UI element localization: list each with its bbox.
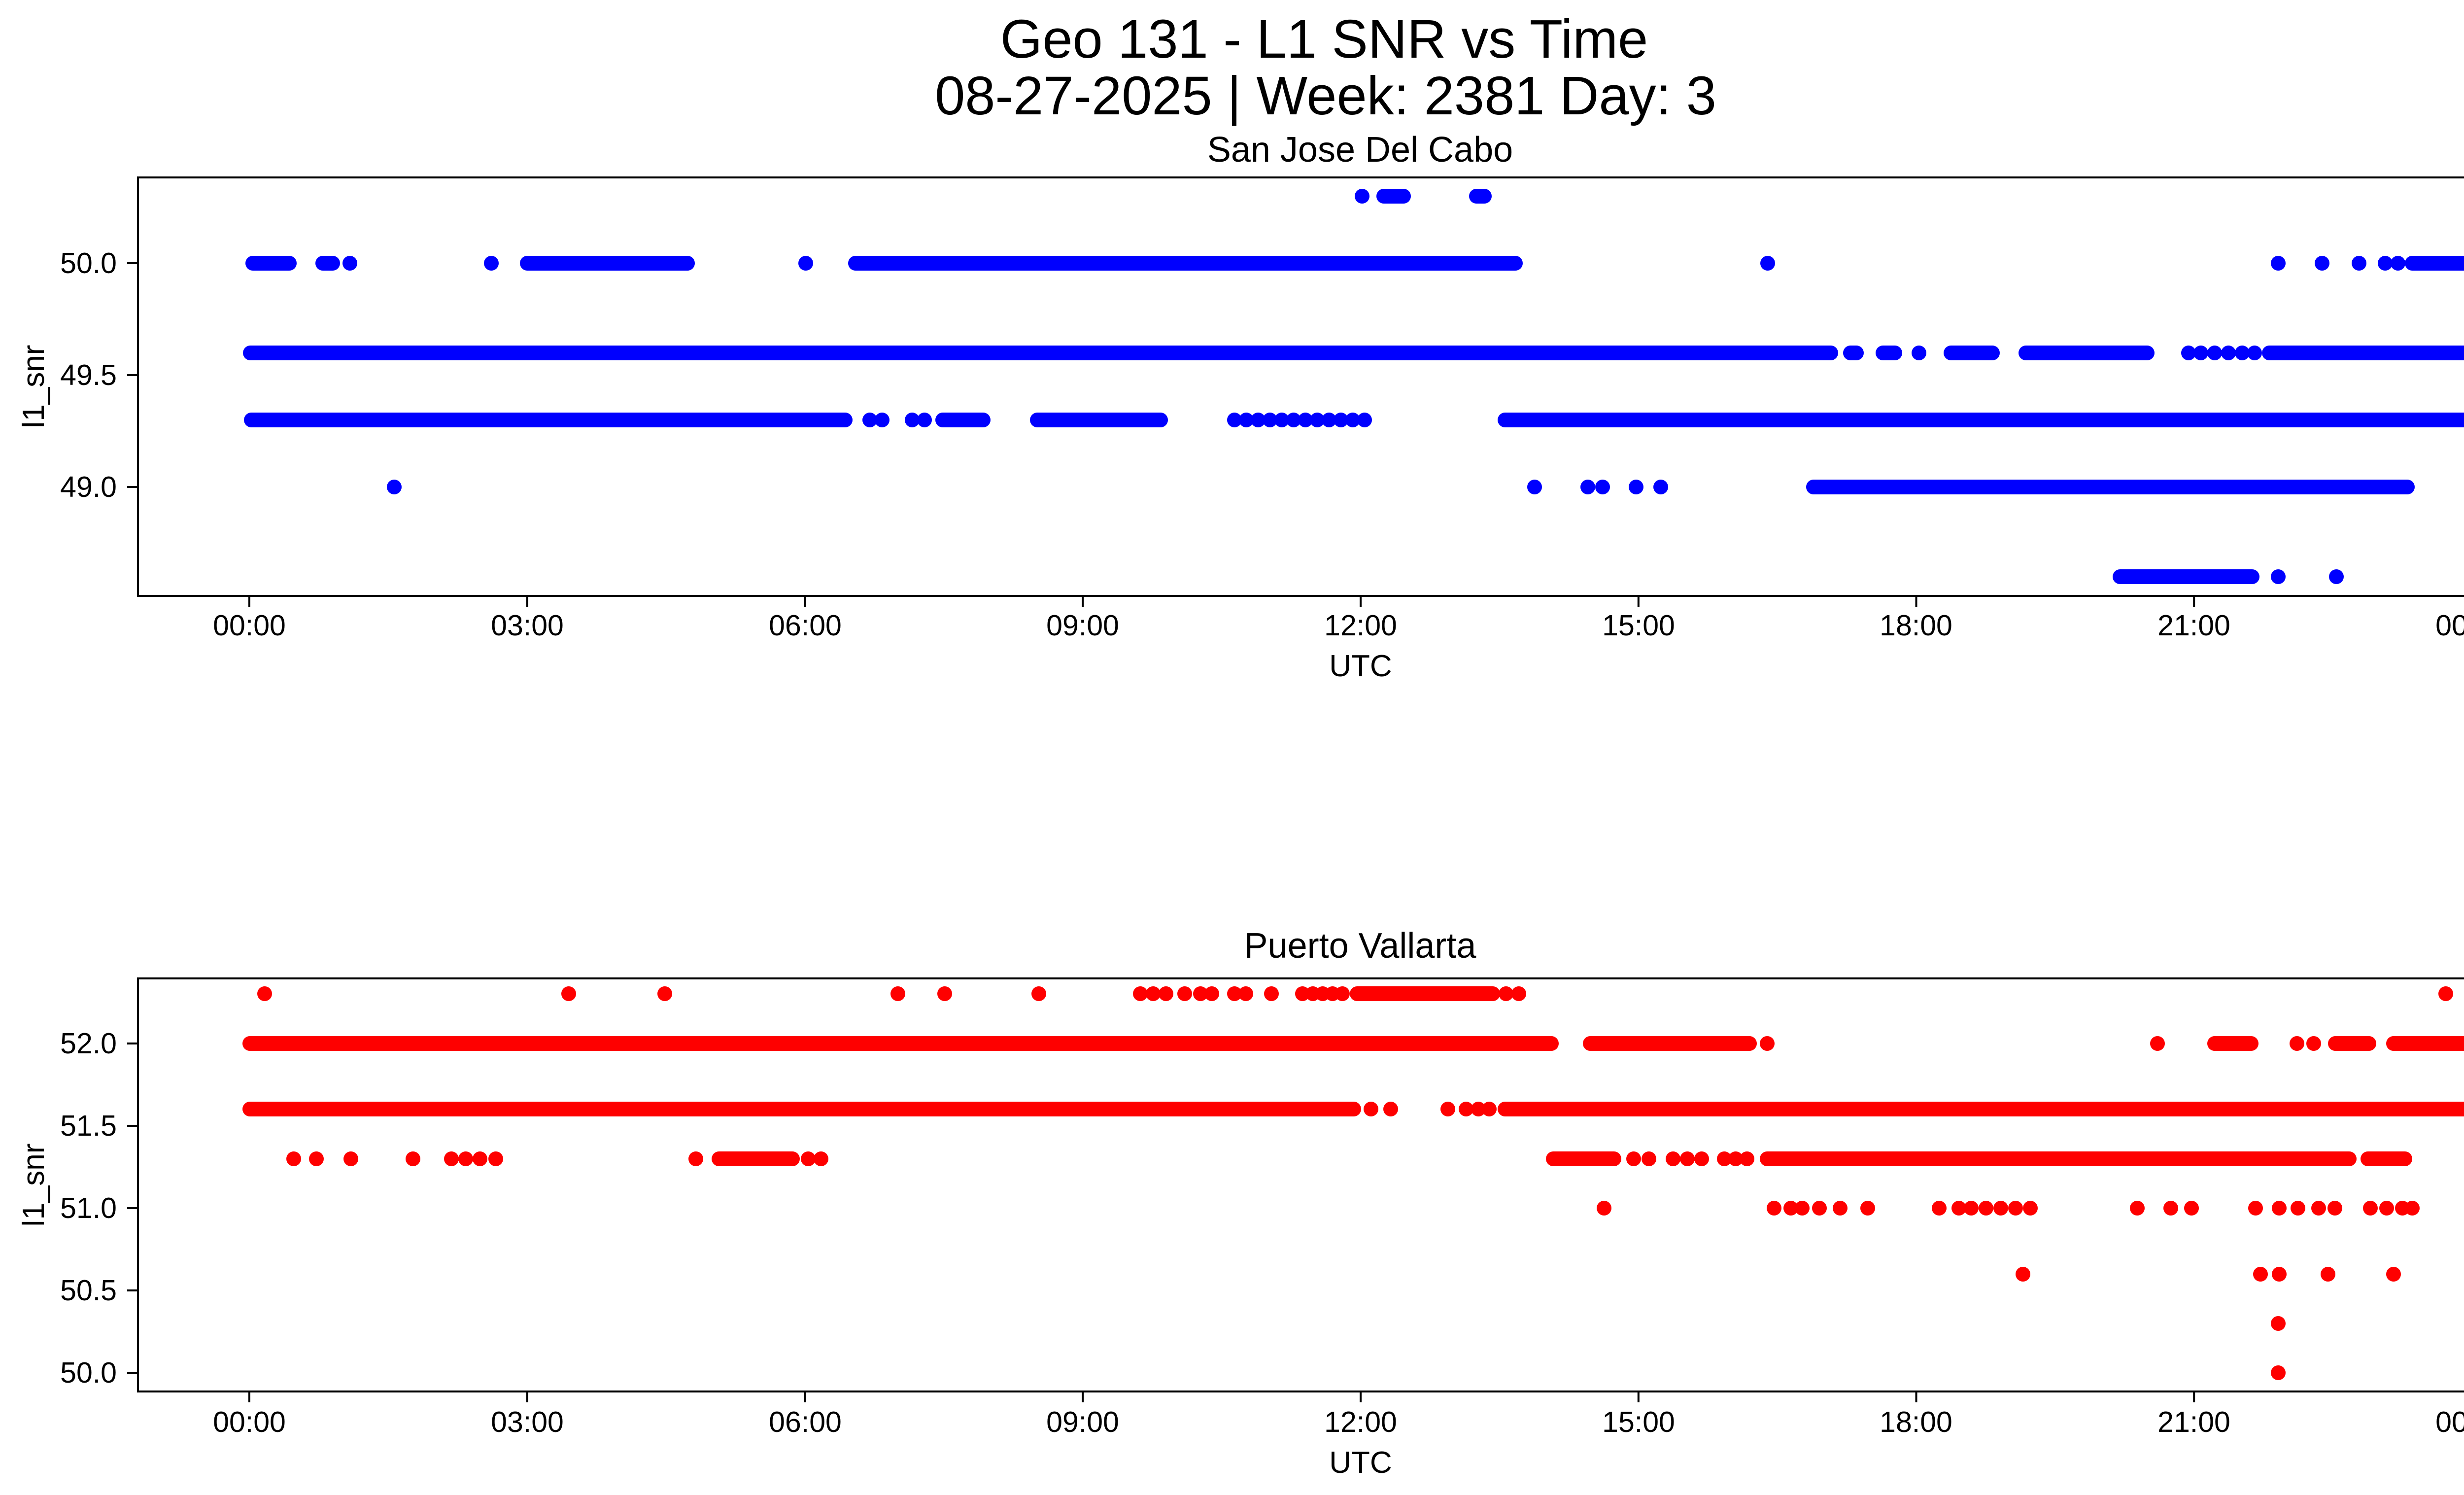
- svg-text:06:00: 06:00: [769, 609, 842, 642]
- svg-text:12:00: 12:00: [1324, 609, 1397, 642]
- svg-text:51.5: 51.5: [60, 1110, 117, 1142]
- svg-text:15:00: 15:00: [1602, 1406, 1675, 1438]
- svg-text:21:00: 21:00: [2157, 1406, 2230, 1438]
- svg-text:06:00: 06:00: [769, 1406, 842, 1438]
- svg-text:18:00: 18:00: [1880, 609, 1952, 642]
- svg-text:UTC: UTC: [1329, 1446, 1392, 1480]
- svg-text:09:00: 09:00: [1046, 1406, 1119, 1438]
- svg-text:51.0: 51.0: [60, 1192, 117, 1224]
- svg-text:San Jose Del Cabo: San Jose Del Cabo: [1207, 130, 1513, 170]
- svg-text:Geo 131 - L1 SNR vs Time: Geo 131 - L1 SNR vs Time: [1000, 9, 1648, 70]
- svg-text:Puerto Vallarta: Puerto Vallarta: [1244, 926, 1477, 966]
- svg-text:03:00: 03:00: [491, 609, 564, 642]
- svg-text:49.0: 49.0: [60, 471, 117, 503]
- svg-text:09:00: 09:00: [1046, 609, 1119, 642]
- svg-text:00:00: 00:00: [2435, 609, 2464, 642]
- svg-text:52.0: 52.0: [60, 1027, 117, 1060]
- svg-text:l1_snr: l1_snr: [17, 1144, 51, 1227]
- svg-text:00:00: 00:00: [213, 609, 286, 642]
- svg-text:18:00: 18:00: [1880, 1406, 1952, 1438]
- svg-text:00:00: 00:00: [2435, 1406, 2464, 1438]
- svg-text:12:00: 12:00: [1324, 1406, 1397, 1438]
- svg-text:15:00: 15:00: [1602, 609, 1675, 642]
- svg-text:l1_snr: l1_snr: [17, 345, 51, 428]
- svg-text:50.5: 50.5: [60, 1274, 117, 1307]
- svg-text:08-27-2025 | Week: 2381 Day: 3: 08-27-2025 | Week: 2381 Day: 3: [935, 66, 1716, 126]
- svg-text:00:00: 00:00: [213, 1406, 286, 1438]
- svg-text:21:00: 21:00: [2157, 609, 2230, 642]
- svg-text:50.0: 50.0: [60, 1356, 117, 1389]
- svg-text:50.0: 50.0: [60, 247, 117, 279]
- svg-text:49.5: 49.5: [60, 359, 117, 391]
- svg-text:UTC: UTC: [1329, 649, 1392, 683]
- svg-text:03:00: 03:00: [491, 1406, 564, 1438]
